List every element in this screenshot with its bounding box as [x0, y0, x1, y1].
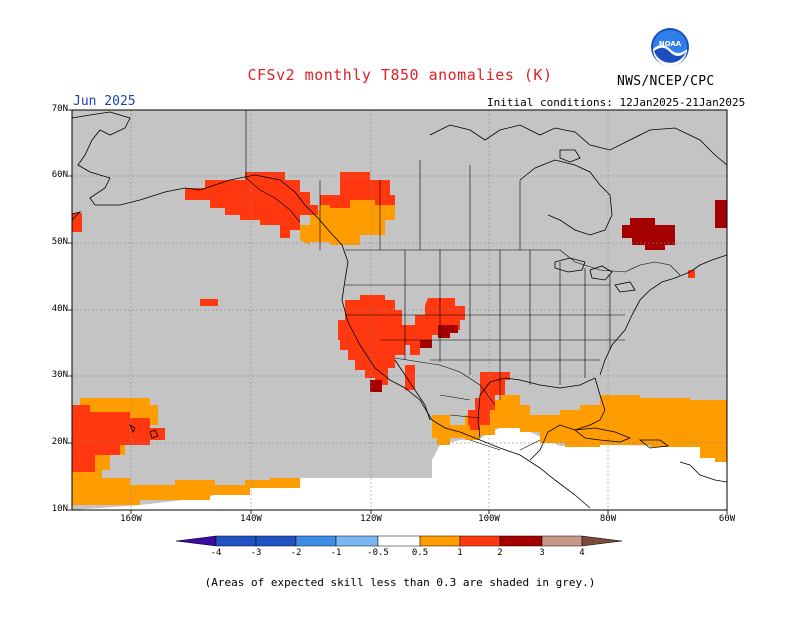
colorbar: [175, 535, 623, 547]
agency-label: NWS/NCEP/CPC: [617, 74, 715, 89]
colorbar-label: 4: [579, 548, 585, 558]
colorbar-swatch-2-3: [499, 535, 543, 547]
lon-label: 160W: [120, 514, 142, 524]
initial-conditions: Initial conditions: 12Jan2025-21Jan2025: [487, 96, 746, 109]
map-title: CFSv2 monthly T850 anomalies (K): [247, 66, 553, 84]
lat-label: 20N: [51, 437, 68, 447]
anomaly-2-3-regions: [370, 200, 727, 392]
colorbar-swatch-3-2: [255, 535, 297, 547]
colorbar-swatch-1-2: [459, 535, 501, 547]
axis-ticks: [68, 109, 728, 514]
colorbar-swatch-neutral: [377, 535, 421, 547]
anomaly-1-2-regions: [72, 172, 695, 472]
political-borders: [245, 110, 681, 451]
skill-note: (Areas of expected skill less than 0.3 a…: [204, 576, 596, 589]
forecast-month: Jun 2025: [73, 94, 136, 109]
colorbar-label: -3: [250, 548, 262, 558]
colorbar-label: 3: [539, 548, 545, 558]
colorbar-swatch-2-1: [295, 535, 337, 547]
graticule: [72, 110, 727, 510]
colorbar-swatch-gt-4: [581, 535, 623, 547]
colorbar-label: -2: [290, 548, 302, 558]
colorbar-swatch-1-05: [335, 535, 379, 547]
lon-label: 100W: [478, 514, 500, 524]
lat-label: 60N: [51, 170, 68, 180]
lon-label: 80W: [599, 514, 617, 524]
lat-label: 50N: [51, 237, 68, 247]
lon-label: 120W: [360, 514, 382, 524]
lat-label: 30N: [51, 370, 68, 380]
colorbar-label: -4: [210, 548, 222, 558]
lon-label: 140W: [240, 514, 262, 524]
colorbar-label: 2: [497, 548, 503, 558]
coastlines: [72, 111, 727, 509]
noaa-logo-icon: NOAA: [651, 28, 689, 66]
lat-label: 40N: [51, 304, 68, 314]
svg-text:NOAA: NOAA: [659, 40, 682, 48]
lat-label: 70N: [51, 104, 68, 114]
colorbar-label: 1: [457, 548, 463, 558]
lat-label: 10N: [51, 504, 68, 514]
colorbar-label: 0.5: [411, 548, 429, 558]
colorbar-swatch-lt-4: [175, 535, 217, 547]
colorbar-swatch-05-1: [419, 535, 461, 547]
colorbar-label: -0.5: [367, 548, 389, 558]
colorbar-swatch-4-3: [215, 535, 257, 547]
lon-label: 60W: [718, 514, 736, 524]
colorbar-swatch-3-4: [541, 535, 583, 547]
colorbar-label: -1: [330, 548, 342, 558]
